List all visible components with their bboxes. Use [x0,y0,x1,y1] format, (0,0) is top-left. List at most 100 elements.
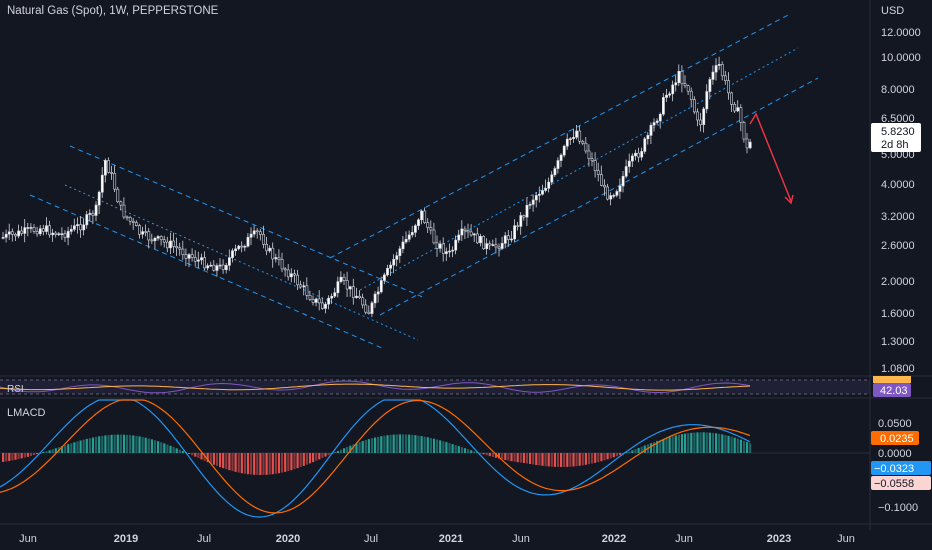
candle-body [333,292,337,297]
up-channel-upper[interactable] [329,13,791,259]
candle-body [243,245,247,248]
macd-hist-bar [680,434,684,453]
macd-hist-bar [339,449,343,453]
candle-body [606,186,610,200]
up-channel-lower[interactable] [379,77,819,316]
candle-body [175,246,179,249]
macd-label: LMACD [7,407,46,419]
candle-body [705,91,709,110]
macd-hist-bar [420,436,423,453]
macd-hist-bar [696,432,699,453]
candle-body [212,264,216,271]
macd-hist-bar [398,434,401,453]
macd-hist-bar [153,440,157,453]
candle-body [665,94,668,98]
candle-body [258,231,262,235]
candle-body [48,225,52,236]
candle-body [206,265,210,269]
last-price-badge [871,123,921,152]
candle-body [637,152,641,158]
candle-body [519,215,523,227]
candle-body [376,291,380,295]
time-axis[interactable]: Jun 2019 Jul 2020 Jul 2021 Jun 2022 Jun 2023 Jun [19,533,855,545]
macd-hist-bar [370,438,374,453]
macd-hist-bar [733,437,736,453]
candle-body [203,257,207,269]
macd-hist-bar [355,443,358,453]
price-tick-label: 3.2000 [881,211,915,223]
down-channel-lower[interactable] [29,194,383,349]
macd-hist-bar [228,453,231,471]
candle-body [299,284,303,288]
projection-arrow[interactable] [749,112,794,205]
candle-body [723,75,727,81]
macd-hist-bar [160,442,163,453]
candle-body [193,257,197,262]
rsi-top-badge [873,376,911,383]
macd-hist-bar [33,453,36,456]
candle-body [364,304,368,313]
macd-hist-bar [634,449,637,453]
macd-hist-bar [178,449,181,453]
macd-hist-bar [463,448,467,453]
macd-hist-bar [54,448,57,453]
candle-body [94,204,98,216]
macd-hist-bar [693,432,696,453]
macd-hist-bar [76,441,79,453]
macd-hist-bar [436,439,439,453]
up-channel-mid[interactable] [359,47,799,291]
macd-hist-bar [690,432,693,453]
macd-hist-bar [181,451,184,453]
candle-body [671,84,675,95]
price-tick-label: 1.6000 [881,308,915,320]
macd-hist-bar [82,439,85,453]
rsi-label: RSI [7,384,24,395]
macd-hist-bar [132,435,135,453]
macd-hist-bar [169,445,172,453]
candle-body [401,241,405,250]
time-tick-label: 2019 [114,533,138,545]
macd-hist-bar [417,435,420,453]
candle-body [485,243,489,250]
macd-hist-bar [631,450,634,453]
candle-body [733,104,737,112]
candle-body [379,280,383,293]
last-price-label: 5.8230 [881,126,915,138]
macd-hist-bar [79,440,82,453]
macd-hist-bar [11,453,14,461]
candle-body [234,248,238,252]
macd-hist-bar [172,447,175,453]
candle-body [460,228,464,236]
down-channel-mid[interactable] [64,184,419,341]
candle-body [463,228,467,231]
candle-body [466,230,470,233]
macd-hist-bar [324,453,327,457]
candle-body [20,230,24,234]
price-axis[interactable]: 12.000010.00008.00006.50005.00004.00003.… [881,27,921,375]
macd-hist-bar [95,436,98,453]
candle-body [231,250,234,258]
candle-body [522,215,526,218]
candle-body [550,174,554,183]
macd-hist-bar [377,436,380,453]
candle-body [280,259,284,270]
candle-body [215,265,219,271]
candle-body [367,311,371,314]
candle-body [587,150,591,159]
macd-hist-bar [538,453,541,466]
macd-hist-bar [246,453,250,475]
candle-body [426,222,430,228]
macd-hist-bar [336,450,339,453]
down-channel-upper[interactable] [69,145,426,299]
candle-body [568,138,572,140]
channel-lines[interactable] [29,13,819,349]
candle-body [221,264,225,270]
macd-hist-bar [392,434,395,453]
candle-body [187,254,191,259]
price-tick-label: 2.0000 [881,276,915,288]
candle-body [482,236,486,250]
candle-body [612,195,616,197]
macd-hist-bar [358,442,361,453]
macd-hist-bar [609,453,612,459]
